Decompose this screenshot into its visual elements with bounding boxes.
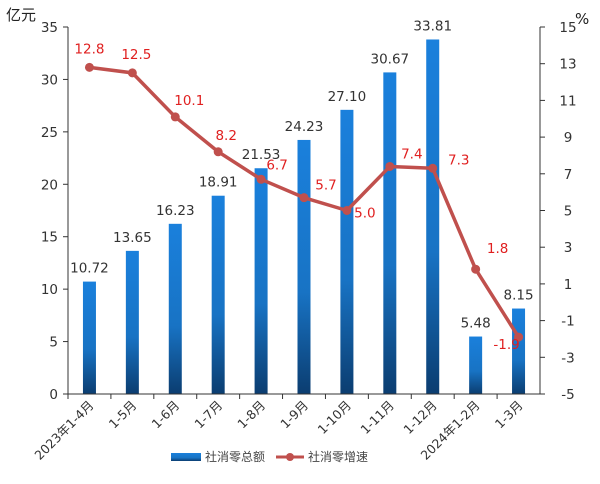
legend-bar-label: 社消零总额 [205, 449, 265, 464]
line-point [514, 332, 524, 342]
left-tick-label: 30 [41, 72, 58, 88]
bar-value-label: 30.67 [370, 51, 409, 67]
legend-bar-swatch [171, 453, 201, 461]
category-label: 2023年1-4月 [31, 398, 96, 463]
bar-value-label: 5.48 [461, 316, 491, 332]
bar [254, 168, 268, 394]
line-value-label: 12.8 [74, 41, 104, 57]
left-tick-label: 35 [41, 20, 58, 36]
line-value-label: 7.4 [401, 146, 422, 162]
legend-line-marker [286, 453, 294, 461]
line-point [213, 147, 223, 157]
line-point [299, 193, 309, 203]
legend-line-label: 社消零增速 [308, 449, 368, 464]
legend: 社消零总额 社消零增速 [171, 449, 368, 464]
right-tick-label: 3 [564, 240, 573, 256]
category-label: 1-7月 [191, 398, 225, 432]
right-tick-label: -3 [561, 350, 574, 366]
line-value-label: 5.7 [315, 178, 336, 194]
line-point [342, 206, 352, 215]
bar [469, 336, 483, 394]
bar-value-label: 10.72 [70, 261, 109, 277]
bar-value-label: 16.23 [156, 203, 195, 219]
bar [82, 281, 96, 394]
line-value-label: 6.7 [266, 157, 287, 173]
category-label: 1-6月 [149, 398, 183, 432]
left-axis-ticks: 0 5 10 15 20 25 30 35 [41, 20, 68, 403]
category-labels: 2023年1-4月 1-5月 1-6月 1-7月 1-8月 1-9月 1-10月 1-11月 1… [31, 394, 526, 463]
line-value-label: 7.3 [448, 152, 469, 168]
left-tick-label: 20 [41, 177, 58, 193]
bar-value-label: 18.91 [199, 175, 238, 191]
right-tick-label: 11 [559, 93, 576, 109]
line-value-label: 5.0 [354, 206, 375, 222]
right-tick-label: 1 [564, 277, 573, 293]
line-series: 12.8 12.5 10.1 8.2 6.7 5.7 5.0 7.4 7.3 1.8 -1.9 [74, 41, 524, 353]
bar [125, 250, 139, 394]
line-value-label: 8.2 [215, 128, 236, 144]
left-tick-label: 0 [49, 387, 58, 403]
category-label: 1-11月 [357, 398, 397, 438]
line-point [170, 112, 180, 122]
left-tick-label: 25 [41, 125, 58, 141]
category-label: 1-5月 [106, 398, 140, 432]
line-point [84, 62, 94, 72]
bar-value-label: 24.23 [285, 119, 324, 135]
line-point [256, 174, 266, 184]
right-axis-title: % [575, 10, 589, 28]
left-axis-title: 亿元 [6, 6, 36, 24]
bar-value-label: 13.65 [113, 230, 152, 246]
right-tick-label: 15 [559, 20, 576, 36]
bar-value-label: 33.81 [413, 18, 452, 34]
line-value-label: 10.1 [174, 93, 204, 109]
line-point [385, 161, 395, 171]
bar [383, 72, 397, 395]
bar [297, 139, 311, 394]
left-tick-label: 5 [49, 335, 58, 351]
category-label: 1-12月 [400, 398, 440, 438]
right-tick-label: 5 [564, 204, 573, 220]
line-value-label: 1.8 [487, 241, 508, 257]
bar [168, 223, 182, 394]
category-label: 1-9月 [277, 398, 311, 432]
line-value-label: -1.9 [493, 337, 519, 353]
bar-value-label: 27.10 [328, 89, 367, 105]
left-tick-label: 15 [41, 230, 58, 246]
right-tick-label: -5 [561, 387, 574, 403]
category-label: 1-8月 [234, 398, 268, 432]
line-point [428, 163, 438, 173]
right-tick-label: 7 [564, 167, 573, 183]
line-point [471, 264, 481, 274]
bar [340, 109, 354, 394]
category-label: 1-10月 [315, 398, 355, 438]
right-tick-label: -1 [561, 314, 574, 330]
bar-value-label: 21.53 [242, 147, 281, 163]
right-tick-label: 13 [559, 57, 576, 73]
bar [426, 39, 440, 395]
line-value-label: 12.5 [121, 47, 151, 63]
right-tick-label: 9 [564, 130, 573, 146]
left-tick-label: 10 [41, 282, 58, 298]
bar-value-label: 8.15 [504, 288, 534, 304]
category-label: 1-3月 [492, 398, 526, 432]
bar [211, 195, 225, 394]
line-point [127, 68, 137, 78]
